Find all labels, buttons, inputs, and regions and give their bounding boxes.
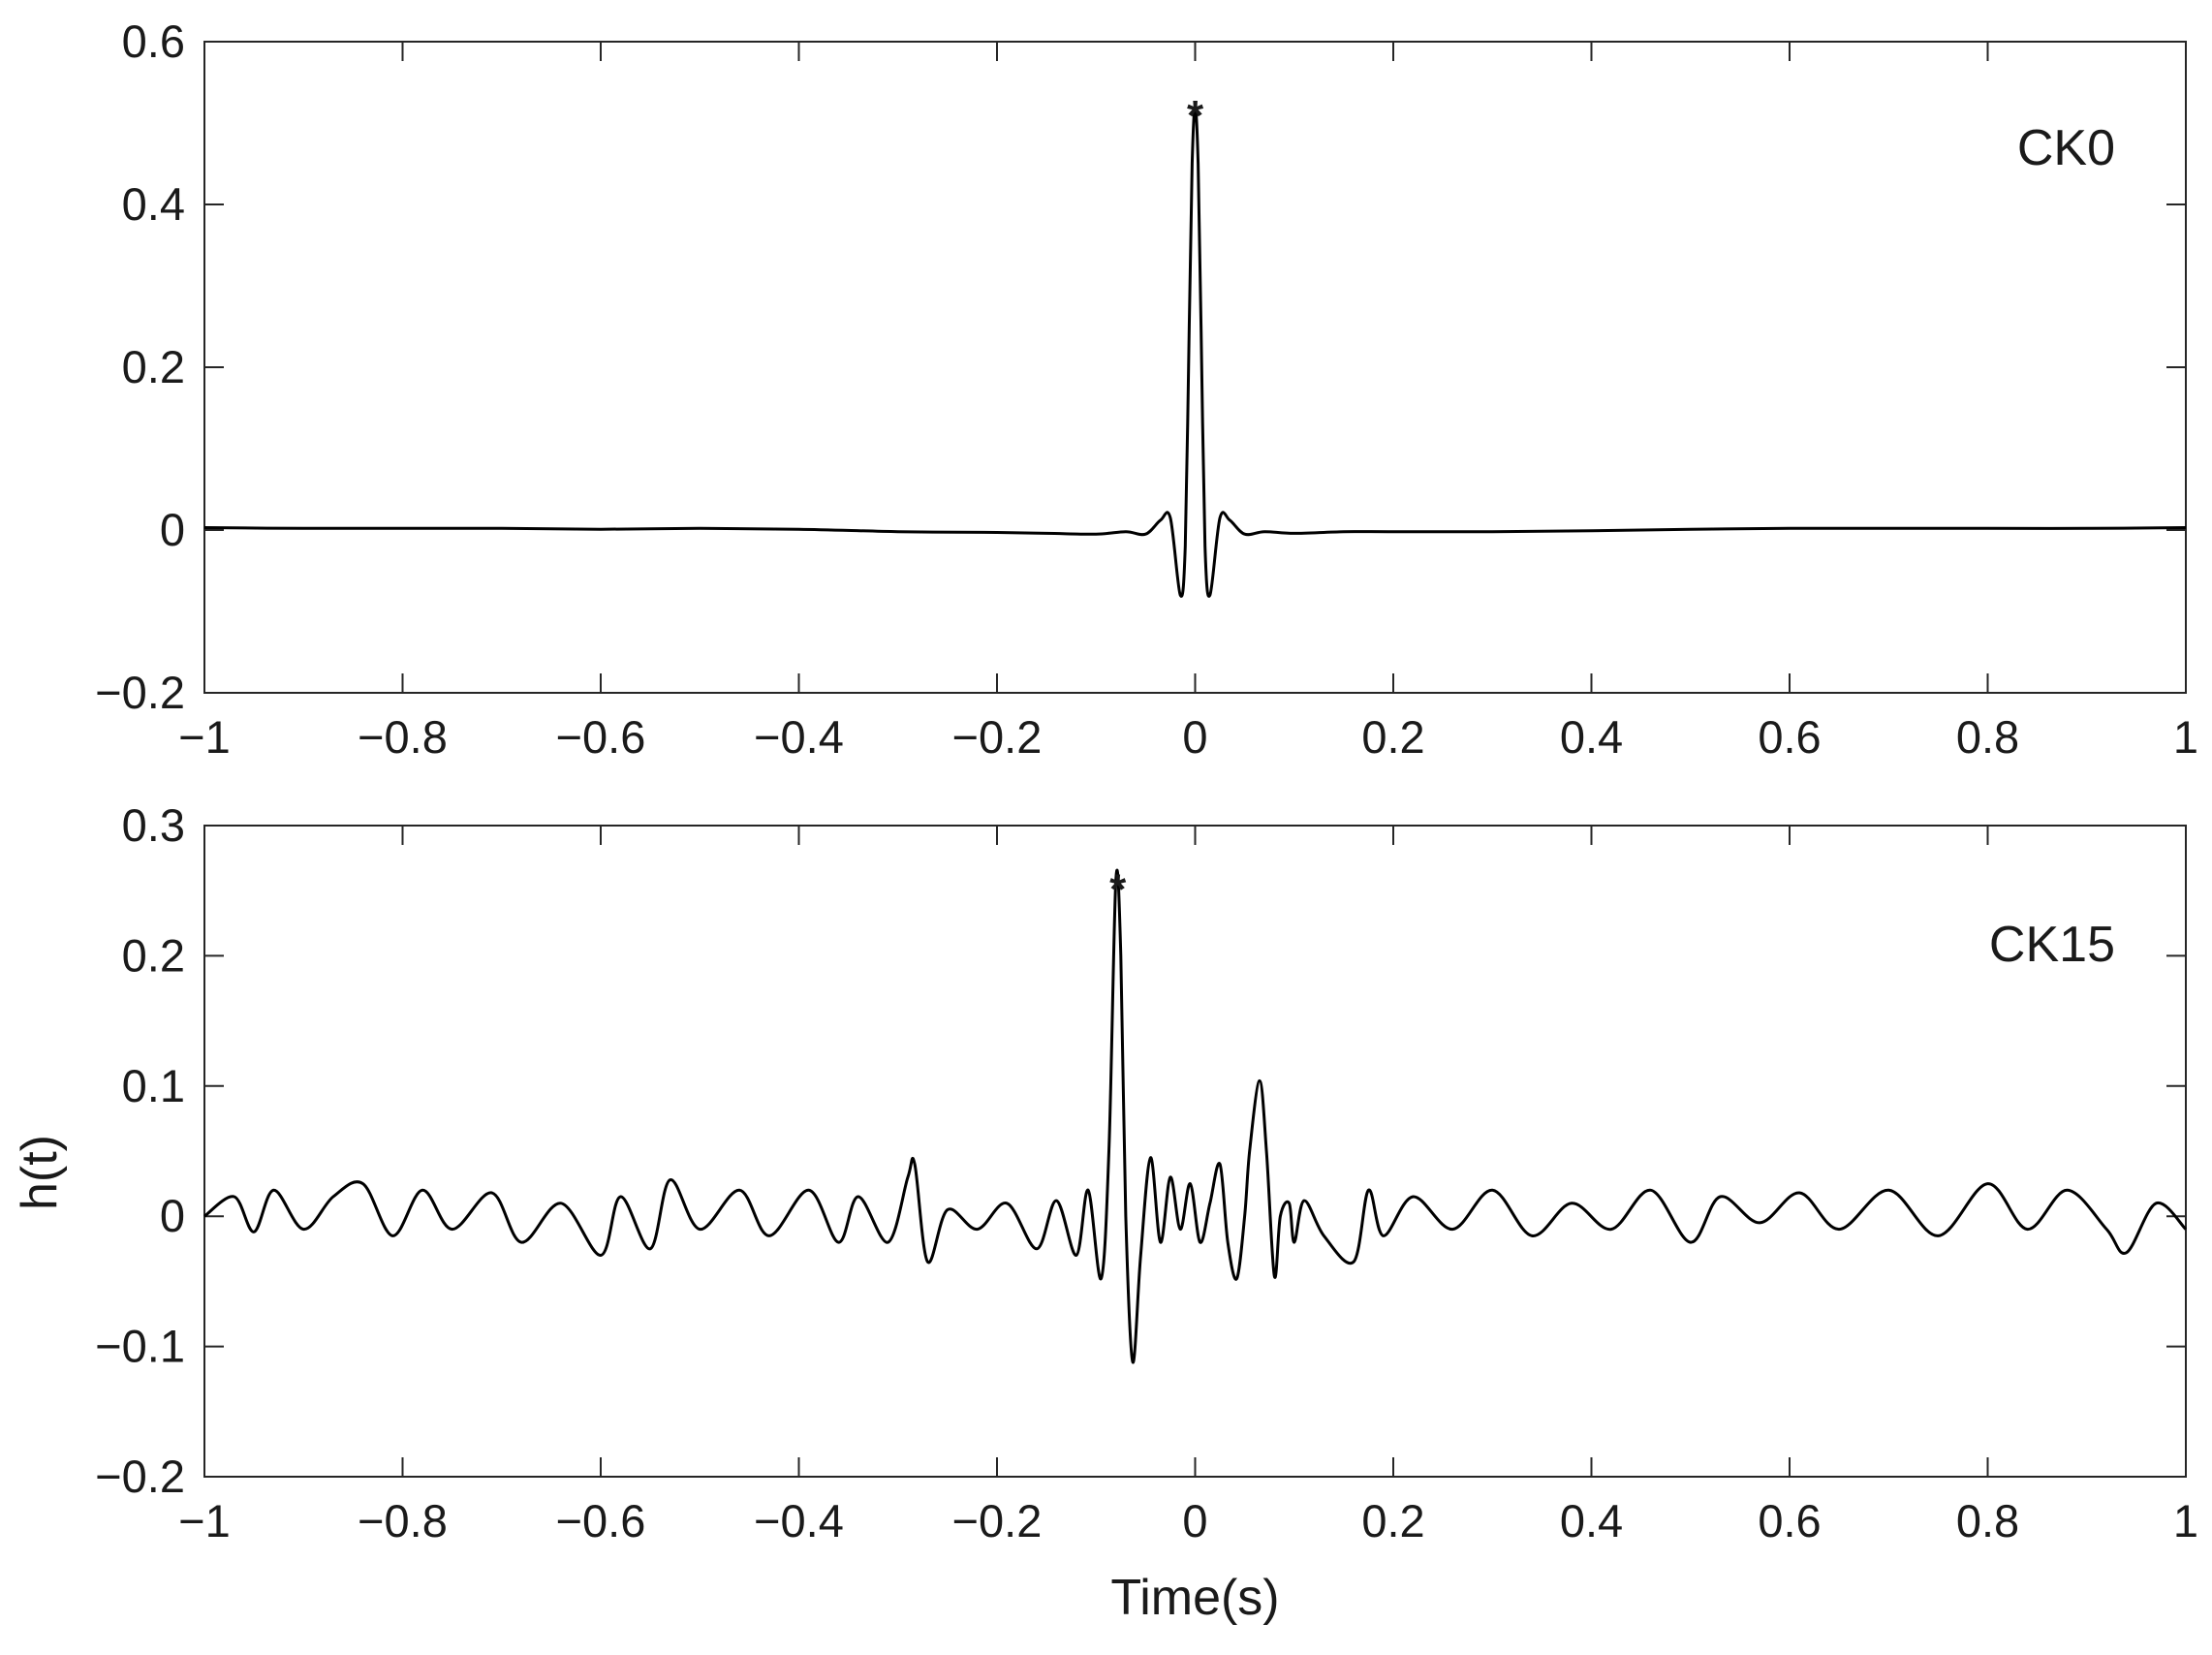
x-tick-label: 1 — [2173, 711, 2198, 763]
y-tick-label: −0.1 — [95, 1321, 185, 1372]
x-tick-label: −0.2 — [952, 1495, 1043, 1546]
x-tick-label: 0.6 — [1758, 711, 1821, 763]
y-axis-title: h(t) — [12, 1135, 68, 1210]
x-tick-label: 0.4 — [1560, 711, 1623, 763]
y-tick-label: 0.2 — [122, 929, 185, 981]
x-tick-label: 0.6 — [1758, 1495, 1821, 1546]
x-tick-label: 0.8 — [1956, 711, 2019, 763]
x-tick-label: −0.6 — [556, 1495, 646, 1546]
y-tick-label: 0.1 — [122, 1060, 185, 1111]
y-tick-label: 0.6 — [122, 16, 185, 67]
y-tick-label: 0.4 — [122, 178, 185, 230]
panel-ck15: −1 −0.8 −0.6 −0.4 −0.2 0 0.2 0.4 0.6 0.8 1 −0.2 −0.1… — [12, 799, 2198, 1626]
x-tick-label: −0.4 — [754, 1495, 844, 1546]
x-tick-label: −1 — [178, 711, 231, 763]
x-tick-label: 0.4 — [1560, 1495, 1623, 1546]
panel-ck0: −1 −0.8 −0.6 −0.4 −0.2 0 0.2 0.4 0.6 0.8 1 −0.2 0 0.2… — [95, 16, 2198, 763]
x-tick-label: −0.8 — [358, 1495, 448, 1546]
x-tick-label: 1 — [2173, 1495, 2198, 1546]
peak-marker: * — [1109, 865, 1127, 913]
x-tick-label: −0.2 — [952, 711, 1043, 763]
y-tick-label: −0.2 — [95, 1451, 185, 1502]
x-axis-title: Time(s) — [1110, 1570, 1279, 1626]
y-tick-label: −0.2 — [95, 667, 185, 718]
peak-marker: * — [1187, 92, 1204, 140]
series-line — [203, 868, 2188, 1364]
x-tick-label: 0 — [1182, 711, 1207, 763]
x-tick-label: −0.8 — [358, 711, 448, 763]
x-tick-label: 0 — [1182, 1495, 1207, 1546]
y-tick-label: 0 — [160, 504, 185, 555]
x-tick-label: −1 — [178, 1495, 231, 1546]
y-tick-label: 0.3 — [122, 799, 185, 851]
x-tick-label: 0.2 — [1361, 1495, 1424, 1546]
x-tick-label: −0.4 — [754, 711, 844, 763]
y-tick-label: 0.2 — [122, 341, 185, 392]
panel-label: CK0 — [2017, 120, 2115, 176]
plot-frame — [203, 825, 2187, 1478]
x-tick-label: 0.8 — [1956, 1495, 2019, 1546]
x-tick-label: 0.2 — [1361, 711, 1424, 763]
y-tick-label: 0 — [160, 1190, 185, 1241]
panel-label: CK15 — [1989, 917, 2115, 973]
x-tick-label: −0.6 — [556, 711, 646, 763]
series-line — [203, 105, 2187, 598]
